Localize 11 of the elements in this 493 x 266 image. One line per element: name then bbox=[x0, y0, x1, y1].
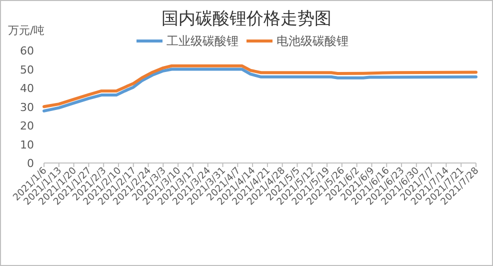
y-tick-label: 60 bbox=[20, 44, 34, 58]
y-tick-label: 20 bbox=[20, 120, 34, 133]
y-tick-label: 0 bbox=[27, 157, 34, 170]
y-tick-label: 10 bbox=[20, 138, 34, 152]
legend-label: 电池级碳酸锂 bbox=[276, 34, 348, 48]
y-tick-label: 30 bbox=[20, 100, 34, 114]
chart-title: 国内碳酸锂价格走势图 bbox=[162, 9, 332, 29]
y-tick-label: 40 bbox=[20, 82, 34, 96]
y-tick-label: 50 bbox=[20, 63, 34, 76]
y-axis-title: 万元/吨 bbox=[8, 24, 45, 37]
legend-label: 工业级碳酸锂 bbox=[166, 34, 238, 48]
